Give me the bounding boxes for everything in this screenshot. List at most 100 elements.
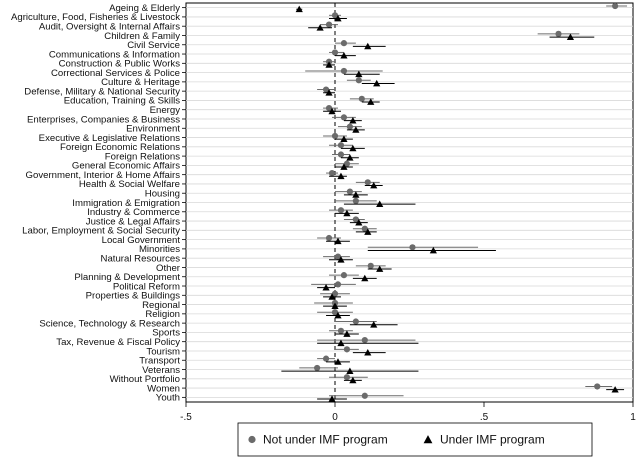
under-imf-point xyxy=(364,42,372,50)
category-label: Veterans xyxy=(142,365,180,376)
under-imf-point xyxy=(334,358,342,365)
under-imf-point xyxy=(331,302,339,310)
not-under-imf-point xyxy=(331,132,339,140)
under-imf-point xyxy=(349,144,357,152)
under-imf-point xyxy=(349,376,357,384)
not-under-imf-point xyxy=(331,12,339,19)
under-imf-point xyxy=(376,200,384,207)
not-under-imf-point xyxy=(331,290,339,297)
under-imf-point xyxy=(340,52,348,59)
legend-box xyxy=(237,422,593,457)
legend-triangle-marker xyxy=(423,435,433,444)
under-imf-point xyxy=(337,339,345,347)
category-label: Transport xyxy=(139,356,180,367)
under-imf-point xyxy=(364,348,372,356)
legend-circle-marker xyxy=(248,435,256,444)
under-imf-point xyxy=(364,228,372,235)
x-tick-label: .5 xyxy=(480,412,489,423)
not-under-imf-point xyxy=(322,86,330,93)
under-imf-point xyxy=(376,265,384,272)
category-label: Women xyxy=(147,383,180,394)
under-imf-point xyxy=(343,330,351,337)
not-under-imf-point xyxy=(352,197,359,204)
category-label: Immigration & Emigration xyxy=(72,198,180,209)
not-under-imf-point xyxy=(555,30,562,37)
category-label: Agriculture, Food, Fisheries & Livestock xyxy=(11,12,180,23)
not-under-imf-point xyxy=(346,188,353,195)
under-imf-point xyxy=(322,284,330,291)
not-under-imf-point xyxy=(355,77,362,84)
under-imf-point xyxy=(328,293,336,300)
category-label: Foreign Relations xyxy=(105,151,180,162)
under-imf-point xyxy=(346,154,354,161)
under-imf-point xyxy=(361,274,369,282)
not-under-imf-point xyxy=(352,318,359,325)
category-label: Correctional Services & Police xyxy=(51,68,180,79)
not-under-imf-point xyxy=(358,95,365,102)
category-label: Government, Interior & Home Affairs xyxy=(26,170,181,181)
not-under-imf-point xyxy=(367,262,374,269)
not-under-imf-point xyxy=(361,336,368,344)
not-under-imf-point xyxy=(340,40,348,47)
category-label: Justice & Legal Affairs xyxy=(86,216,180,227)
category-label: Local Government xyxy=(102,235,181,246)
under-imf-point xyxy=(343,209,351,217)
category-label: Children & Family xyxy=(104,31,180,42)
under-imf-point xyxy=(334,311,342,319)
x-tick-label: 1 xyxy=(630,412,636,423)
not-under-imf-point xyxy=(337,207,345,214)
category-label: Properties & Buildings xyxy=(86,291,181,302)
category-label: Foreign Economic Relations xyxy=(60,142,180,153)
category-label: Regional xyxy=(142,300,180,311)
not-under-imf-point xyxy=(325,21,333,28)
under-imf-point xyxy=(337,172,345,180)
not-under-imf-point xyxy=(340,272,348,279)
category-label: Civil Service xyxy=(127,40,180,51)
under-imf-point xyxy=(611,386,619,393)
not-under-imf-point xyxy=(343,160,351,167)
under-imf-point xyxy=(370,321,378,328)
category-label: Political Reform xyxy=(113,281,180,292)
not-under-imf-point xyxy=(314,364,321,372)
not-under-imf-point xyxy=(340,114,348,121)
under-imf-point xyxy=(352,126,360,133)
under-imf-point xyxy=(355,70,363,78)
under-imf-point xyxy=(316,24,324,31)
category-label: Communications & Information xyxy=(49,49,180,60)
not-under-imf-point xyxy=(612,2,619,10)
not-under-imf-point xyxy=(331,309,339,316)
under-imf-point xyxy=(328,107,336,115)
under-imf-point xyxy=(346,367,354,375)
under-imf-point xyxy=(325,61,333,68)
under-imf-point xyxy=(355,219,363,226)
under-imf-point xyxy=(340,163,348,170)
not-under-imf-point xyxy=(346,123,353,130)
x-tick-label: -.5 xyxy=(180,412,192,423)
not-under-imf-point xyxy=(343,374,351,381)
under-imf-point xyxy=(334,14,342,22)
under-imf-point xyxy=(352,191,360,198)
category-label: Executive & Legislative Relations xyxy=(39,133,181,144)
category-label: Enterprises, Companies & Business xyxy=(27,114,180,125)
category-label: Industry & Commerce xyxy=(87,207,180,218)
under-imf-point xyxy=(370,181,378,189)
under-imf-point xyxy=(337,256,345,263)
legend-label-not-under-imf: Not under IMF program xyxy=(263,433,388,447)
not-under-imf-point xyxy=(325,234,333,242)
not-under-imf-point xyxy=(337,327,345,334)
not-under-imf-point xyxy=(352,216,359,223)
category-label: Religion xyxy=(145,309,180,320)
category-label: Ageing & Elderly xyxy=(109,3,180,14)
under-imf-point xyxy=(373,79,381,87)
category-label: Tourism xyxy=(146,346,180,357)
category-label: Education, Training & Skills xyxy=(64,96,180,107)
category-label: Planning & Development xyxy=(74,272,180,283)
under-imf-point xyxy=(566,33,575,40)
category-label: Labor, Employment & Social Security xyxy=(22,226,180,237)
not-under-imf-point xyxy=(594,383,601,390)
category-label: Construction & Public Works xyxy=(59,59,181,70)
not-under-imf-point xyxy=(331,49,339,56)
category-label: Housing xyxy=(145,189,180,200)
